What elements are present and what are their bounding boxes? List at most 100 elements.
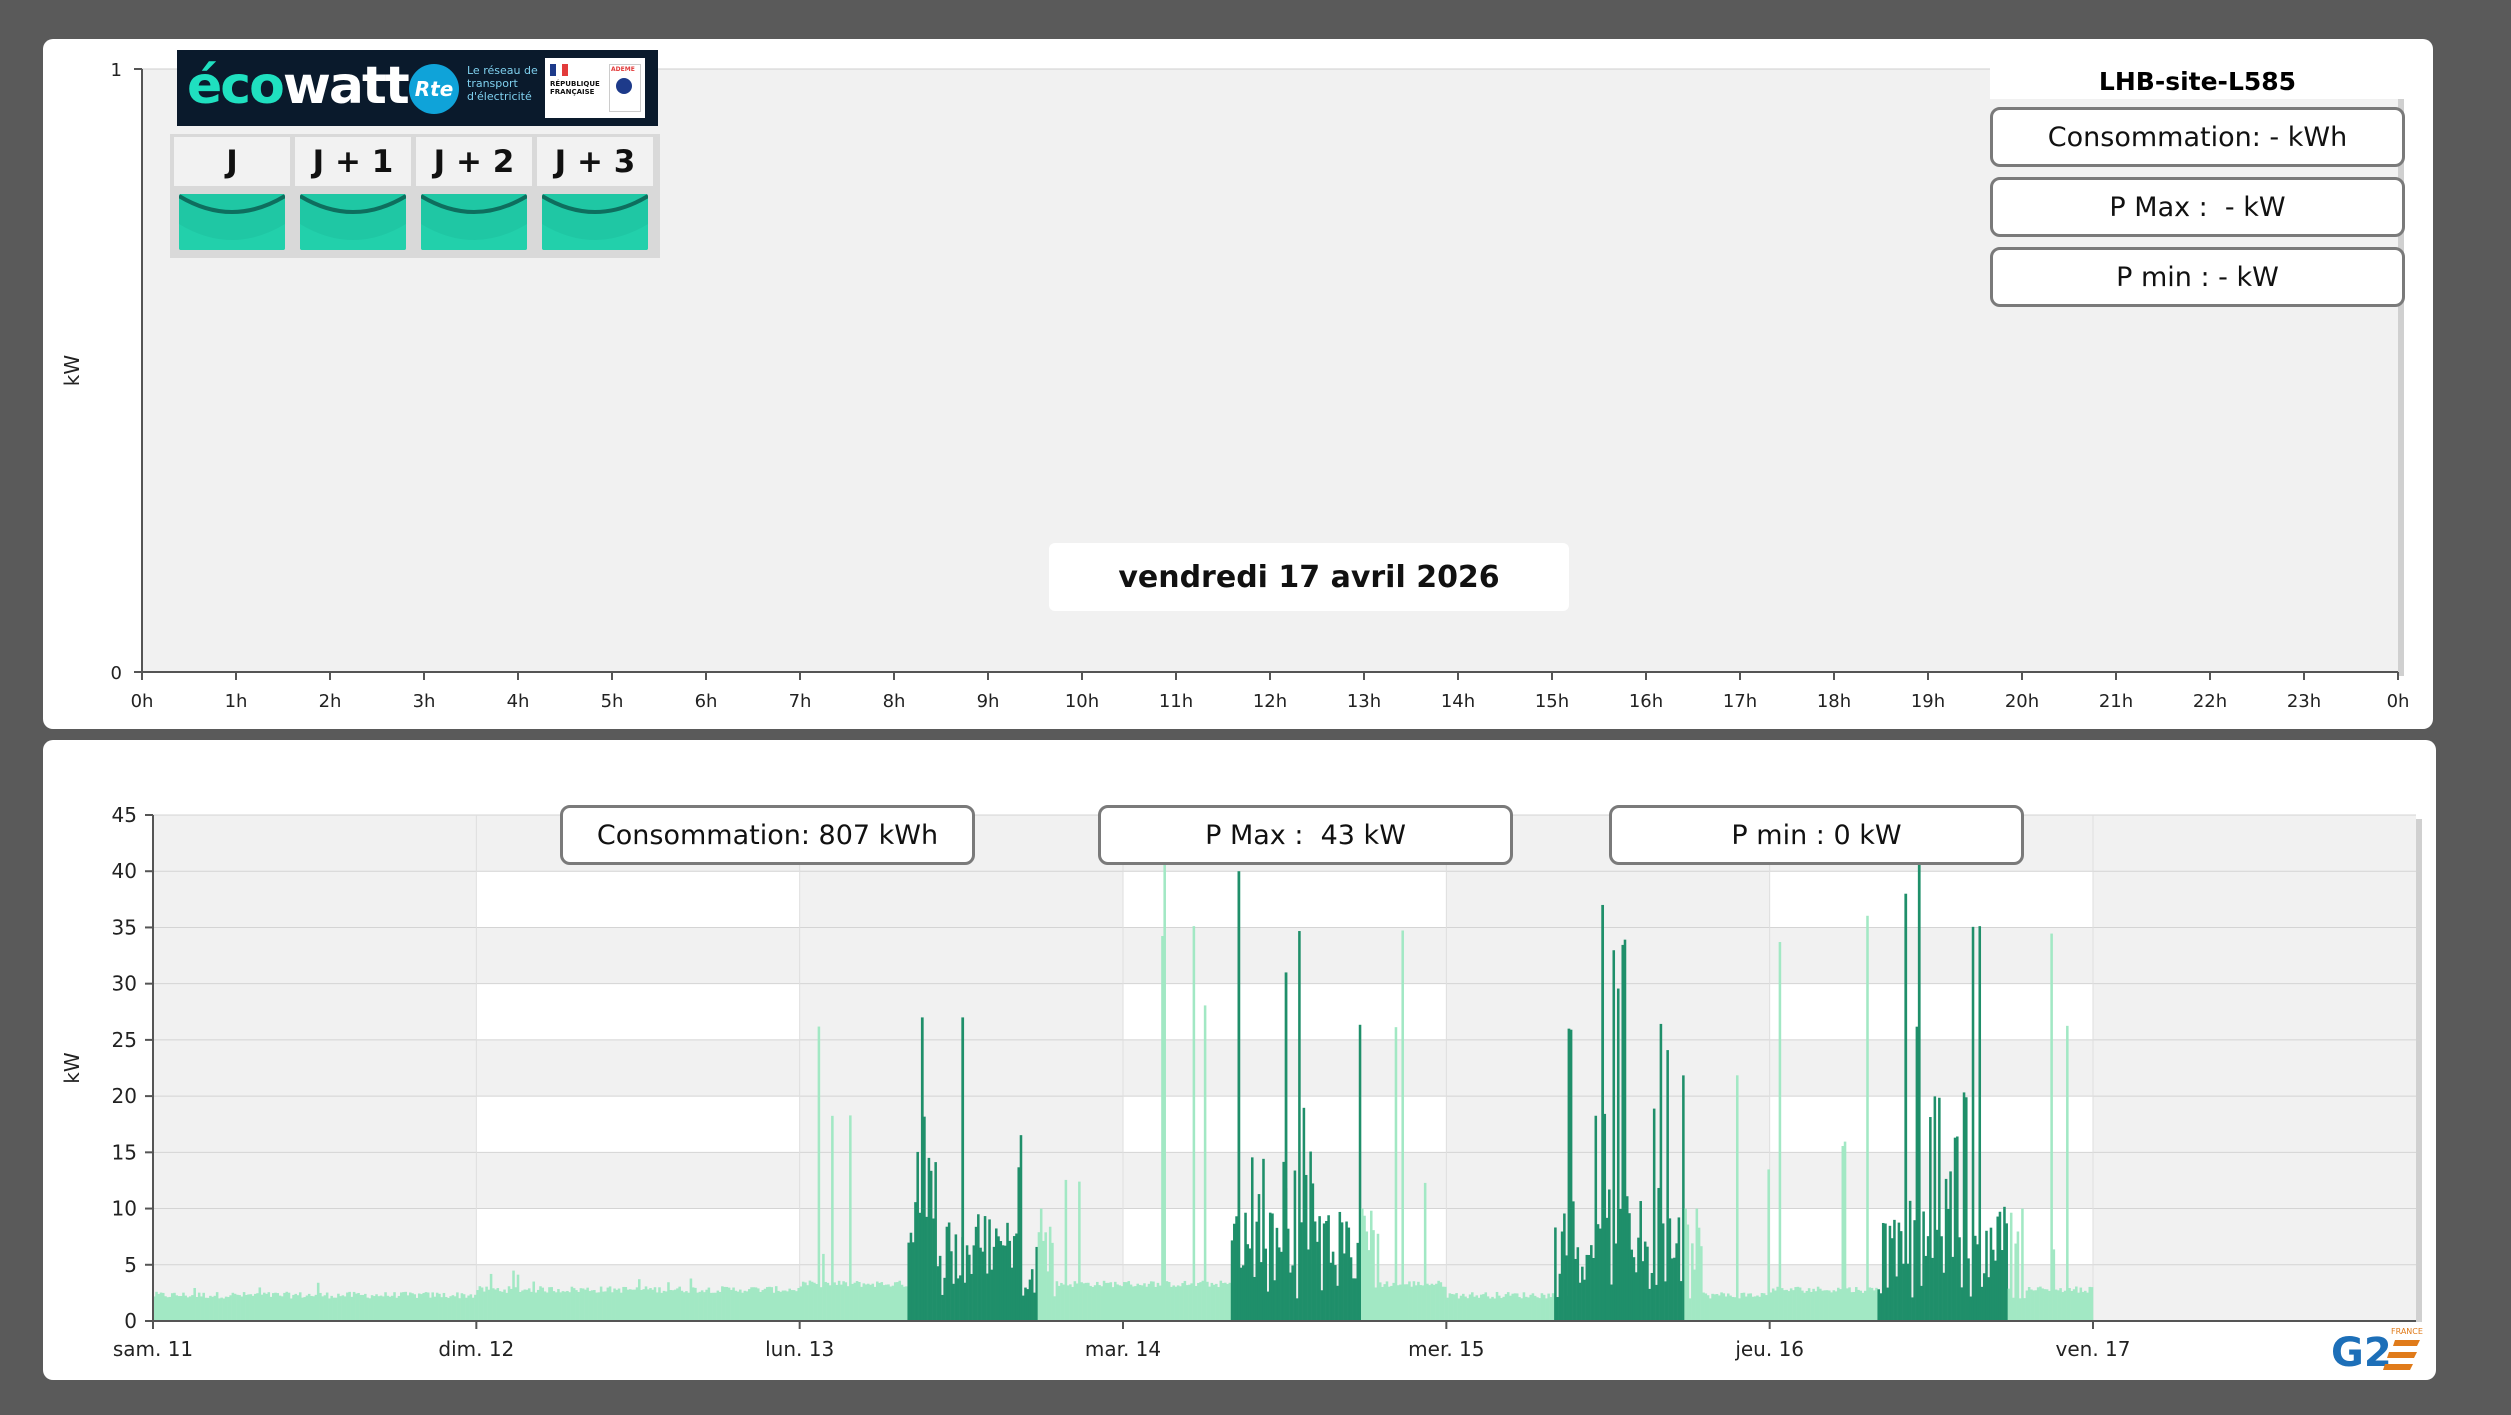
bar [1338, 1211, 1342, 1321]
bar [161, 1292, 165, 1321]
bar [862, 1283, 866, 1321]
bar [426, 1292, 430, 1321]
bar [1091, 1286, 1095, 1321]
bar [1291, 1265, 1294, 1321]
bar [170, 1293, 174, 1321]
bar [496, 1288, 500, 1321]
bar [462, 1294, 466, 1321]
pmin-box-weekly: P min : 0 kW [1609, 805, 2024, 865]
bar [1215, 1283, 1218, 1321]
x-tick-label: 4h [507, 691, 530, 712]
y-axis-title: kW [60, 355, 84, 387]
bar [1877, 1289, 1880, 1321]
bar [278, 1295, 282, 1321]
bar [1053, 1296, 1056, 1321]
bar [718, 1291, 722, 1321]
bar [1670, 1258, 1674, 1321]
bar [485, 1286, 488, 1321]
bar [694, 1287, 697, 1321]
bar [1522, 1292, 1526, 1321]
bar [644, 1286, 648, 1321]
bar [1273, 1280, 1276, 1321]
bar [312, 1296, 315, 1321]
bar [269, 1296, 273, 1321]
bar [990, 1269, 994, 1321]
bar [561, 1291, 565, 1321]
bar [1282, 1161, 1285, 1321]
pmax-box-daily: P Max : - kW [1990, 177, 2405, 237]
bar [1019, 1135, 1023, 1321]
bar [1302, 1107, 1306, 1321]
bar [723, 1286, 726, 1321]
bar [1107, 1282, 1110, 1321]
bar [1069, 1284, 1072, 1321]
bar [714, 1292, 717, 1321]
bar [1477, 1297, 1481, 1321]
bar [1643, 1241, 1647, 1321]
bar [795, 1291, 798, 1321]
bar [938, 1255, 942, 1321]
bar [959, 1275, 962, 1321]
bar [222, 1298, 226, 1321]
bar [263, 1292, 266, 1321]
bar [1450, 1293, 1454, 1321]
bar [1028, 1279, 1032, 1321]
bar [1381, 1286, 1384, 1321]
bar [514, 1287, 518, 1321]
bar-peak [1284, 972, 1288, 1321]
bar [1129, 1284, 1133, 1321]
bar [388, 1296, 392, 1321]
bar [227, 1297, 230, 1321]
bar [1682, 1075, 1685, 1321]
bar [1623, 939, 1627, 1321]
bar [2070, 1290, 2074, 1321]
bar [366, 1297, 369, 1321]
bar [1881, 1222, 1885, 1321]
bar [303, 1297, 306, 1321]
bar [2054, 1289, 2058, 1321]
bar [1233, 1223, 1236, 1321]
bar [801, 1281, 805, 1321]
bar [736, 1291, 740, 1321]
bar [1542, 1294, 1546, 1321]
bar [2007, 1288, 2011, 1321]
bar [1212, 1284, 1216, 1321]
x-tick-label: lun. 13 [765, 1337, 834, 1361]
bar [1693, 1269, 1696, 1321]
bar [898, 1280, 902, 1321]
bar [1700, 1246, 1703, 1321]
bar [323, 1295, 327, 1321]
bar [1340, 1222, 1344, 1321]
bar [1486, 1296, 1490, 1321]
bar [1978, 926, 1982, 1321]
bar [1154, 1286, 1157, 1321]
bar [444, 1296, 448, 1321]
bar [1599, 1228, 1602, 1321]
bar [1560, 1231, 1564, 1321]
bar [1731, 1297, 1735, 1321]
y-tick-label: 35 [112, 915, 137, 939]
bar [1347, 1227, 1351, 1321]
bar [876, 1281, 879, 1321]
bar [1361, 1208, 1364, 1321]
bar [1455, 1293, 1458, 1321]
bar [1147, 1283, 1151, 1321]
bar [660, 1292, 663, 1321]
bar [804, 1282, 807, 1321]
bar [1289, 1272, 1292, 1321]
bar [424, 1292, 428, 1321]
y-tick-label: 25 [112, 1028, 137, 1052]
bar [1448, 1293, 1452, 1321]
bar [864, 1284, 868, 1321]
bar [1307, 1249, 1310, 1321]
bar [907, 1242, 910, 1321]
bar [662, 1290, 666, 1321]
bar [431, 1292, 434, 1321]
bar [664, 1291, 668, 1321]
bar [1551, 1293, 1555, 1321]
bar [1744, 1296, 1748, 1321]
bar [1444, 1286, 1447, 1321]
bar [460, 1293, 464, 1321]
bar [689, 1278, 693, 1321]
bar [880, 1282, 884, 1321]
